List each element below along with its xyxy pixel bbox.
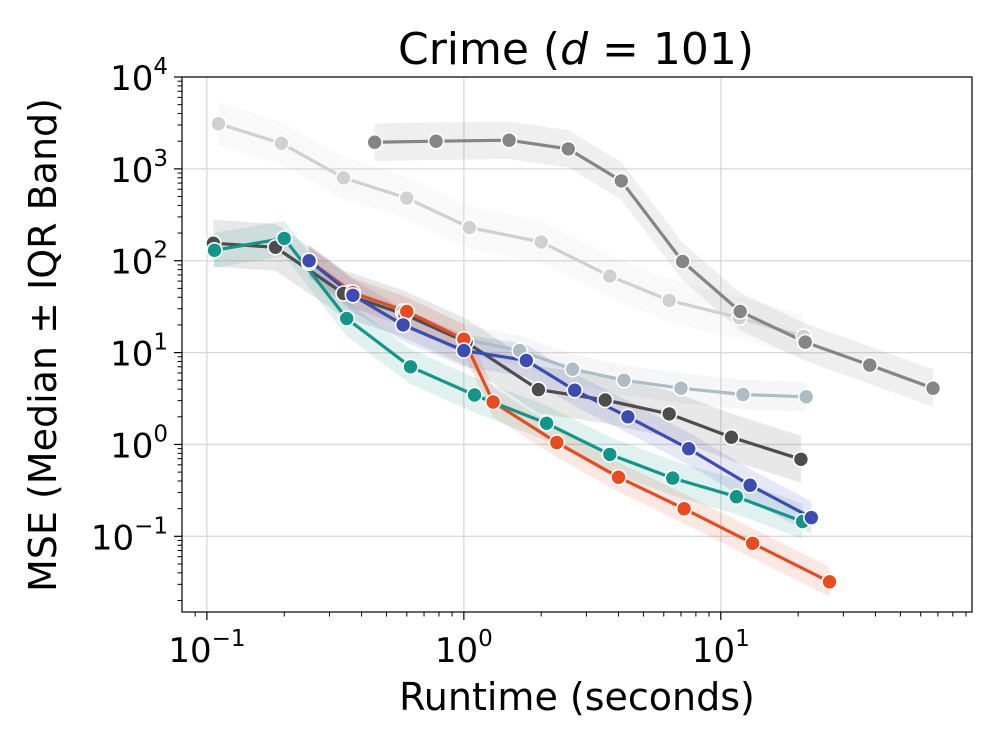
data-point (427, 132, 445, 150)
x-axis-ticks: 10−1 100 101 (168, 612, 967, 671)
series-line-5 (214, 236, 804, 523)
data-point (564, 360, 581, 378)
iqr-band-series-3 (213, 219, 801, 483)
data-point (530, 381, 547, 398)
iqr-band-series-6 (309, 244, 812, 534)
series-line-4 (308, 259, 831, 584)
data-point (500, 131, 518, 149)
y-tick-label: 10−1 (91, 513, 168, 558)
y-tick-label: 103 (110, 146, 168, 191)
data-point (532, 233, 550, 251)
data-point (517, 352, 535, 369)
series-line-6 (308, 259, 813, 520)
data-point (273, 135, 290, 152)
iqr-band-series-5 (214, 220, 803, 539)
data-point (338, 310, 356, 327)
data-point (455, 342, 473, 359)
data-point (394, 316, 412, 334)
data-point (675, 500, 693, 518)
x-tick-label: 10−1 (168, 626, 245, 671)
data-point (484, 393, 502, 411)
data-point (398, 189, 416, 207)
data-point (660, 405, 678, 423)
iqr-band-series-4 (309, 245, 830, 597)
series-markers (205, 115, 942, 591)
data-point (460, 219, 478, 236)
y-axis-ticks: 10−1 100 101 102 103 104 (91, 54, 182, 602)
data-point (861, 356, 879, 374)
plot-frame (181, 76, 973, 613)
data-point (344, 286, 362, 304)
y-tick-label: 104 (110, 54, 168, 99)
data-point (728, 488, 745, 506)
data-point (566, 381, 584, 399)
chart-title: Crime (d = 101) (398, 24, 754, 75)
data-point (674, 253, 691, 270)
data-point (792, 450, 810, 468)
data-point (466, 386, 483, 404)
x-tick-label: 100 (435, 626, 493, 671)
data-point (300, 252, 318, 270)
data-point (802, 509, 820, 526)
data-point (610, 468, 627, 486)
data-point (206, 242, 223, 259)
series-line-1 (374, 138, 934, 390)
data-point (734, 386, 752, 403)
data-point (559, 140, 577, 158)
x-axis-label: Runtime (seconds) (399, 675, 755, 719)
data-point (796, 333, 814, 351)
data-point (615, 371, 633, 389)
data-point (672, 379, 690, 397)
data-point (664, 469, 682, 487)
data-point (366, 133, 384, 151)
data-point (548, 434, 566, 451)
data-point (924, 379, 942, 397)
y-axis-label: MSE (Median ± IQR Band) (21, 98, 65, 592)
data-point (821, 573, 838, 591)
data-point (723, 428, 740, 446)
y-tick-label: 102 (110, 238, 168, 283)
data-point (680, 440, 698, 458)
x-tick-label: 101 (692, 626, 750, 671)
data-point (275, 230, 293, 247)
y-tick-label: 101 (110, 330, 168, 375)
data-point (797, 388, 815, 406)
data-point (538, 414, 555, 432)
data-point (335, 169, 352, 187)
data-point (731, 303, 749, 320)
y-tick-label: 100 (110, 421, 168, 466)
series-line-0 (218, 122, 805, 338)
data-point (601, 446, 619, 463)
data-point (660, 292, 678, 309)
data-point (619, 408, 637, 426)
data-point (402, 358, 419, 376)
data-point (612, 172, 630, 190)
data-point (601, 267, 619, 285)
data-point (596, 391, 614, 409)
data-point (210, 115, 227, 132)
data-point (744, 534, 761, 552)
data-point (741, 476, 759, 494)
